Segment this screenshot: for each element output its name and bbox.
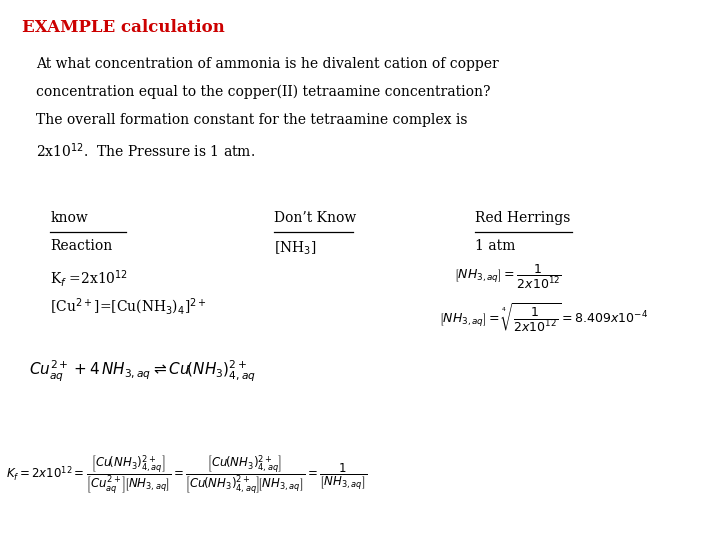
Text: At what concentration of ammonia is he divalent cation of copper: At what concentration of ammonia is he d…: [36, 57, 499, 71]
Text: K$_f$ =2x10$^{12}$: K$_f$ =2x10$^{12}$: [50, 268, 129, 289]
Text: Don’t Know: Don’t Know: [274, 211, 356, 225]
Text: concentration equal to the copper(II) tetraamine concentration?: concentration equal to the copper(II) te…: [36, 85, 490, 99]
Text: The overall formation constant for the tetraamine complex is: The overall formation constant for the t…: [36, 113, 467, 127]
Text: know: know: [50, 211, 88, 225]
Text: Red Herrings: Red Herrings: [475, 211, 570, 225]
Text: $Cu^{2+}_{aq} + 4\,NH_{3,aq} \rightleftharpoons Cu\!\left(NH_3\right)^{2+}_{4,aq: $Cu^{2+}_{aq} + 4\,NH_{3,aq} \rightlefth…: [29, 359, 256, 383]
Text: $\left[NH_{3,aq}\right] = \dfrac{1}{2x10^{12}}$: $\left[NH_{3,aq}\right] = \dfrac{1}{2x10…: [454, 262, 562, 291]
Text: [NH$_3$]: [NH$_3$]: [274, 239, 316, 256]
Text: 2x10$^{12}$.  The Pressure is 1 atm.: 2x10$^{12}$. The Pressure is 1 atm.: [36, 141, 255, 159]
Text: $\left[NH_{3,aq}\right]=\sqrt[4]{\dfrac{1}{2x10^{12}}} = 8.409x10^{-4}$: $\left[NH_{3,aq}\right]=\sqrt[4]{\dfrac{…: [439, 302, 649, 335]
Text: Reaction: Reaction: [50, 239, 112, 253]
Text: EXAMPLE calculation: EXAMPLE calculation: [22, 19, 225, 36]
Text: 1 atm: 1 atm: [475, 239, 516, 253]
Text: $K_f = 2x10^{12} = \dfrac{\left[Cu\!\left(NH_3\right)^{2+}_{4,aq}\right]}{\left[: $K_f = 2x10^{12} = \dfrac{\left[Cu\!\lef…: [6, 453, 366, 496]
Text: [Cu$^{2+}$]=[Cu(NH$_3$)$_4$]$^{2+}$: [Cu$^{2+}$]=[Cu(NH$_3$)$_4$]$^{2+}$: [50, 296, 207, 317]
